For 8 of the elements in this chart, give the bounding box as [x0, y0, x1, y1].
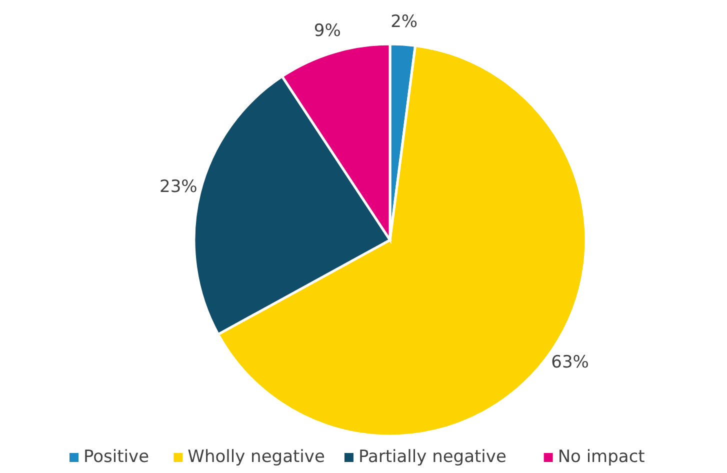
- data-label: 23%: [160, 177, 198, 198]
- legend-label: Partially negative: [358, 447, 506, 467]
- legend-label: Positive: [84, 447, 150, 467]
- data-label: 9%: [314, 20, 341, 41]
- data-label: 63%: [551, 352, 589, 373]
- data-label: 2%: [390, 12, 418, 32]
- legend-label: Wholly negative: [188, 447, 325, 467]
- legend-label: No impact: [558, 447, 646, 467]
